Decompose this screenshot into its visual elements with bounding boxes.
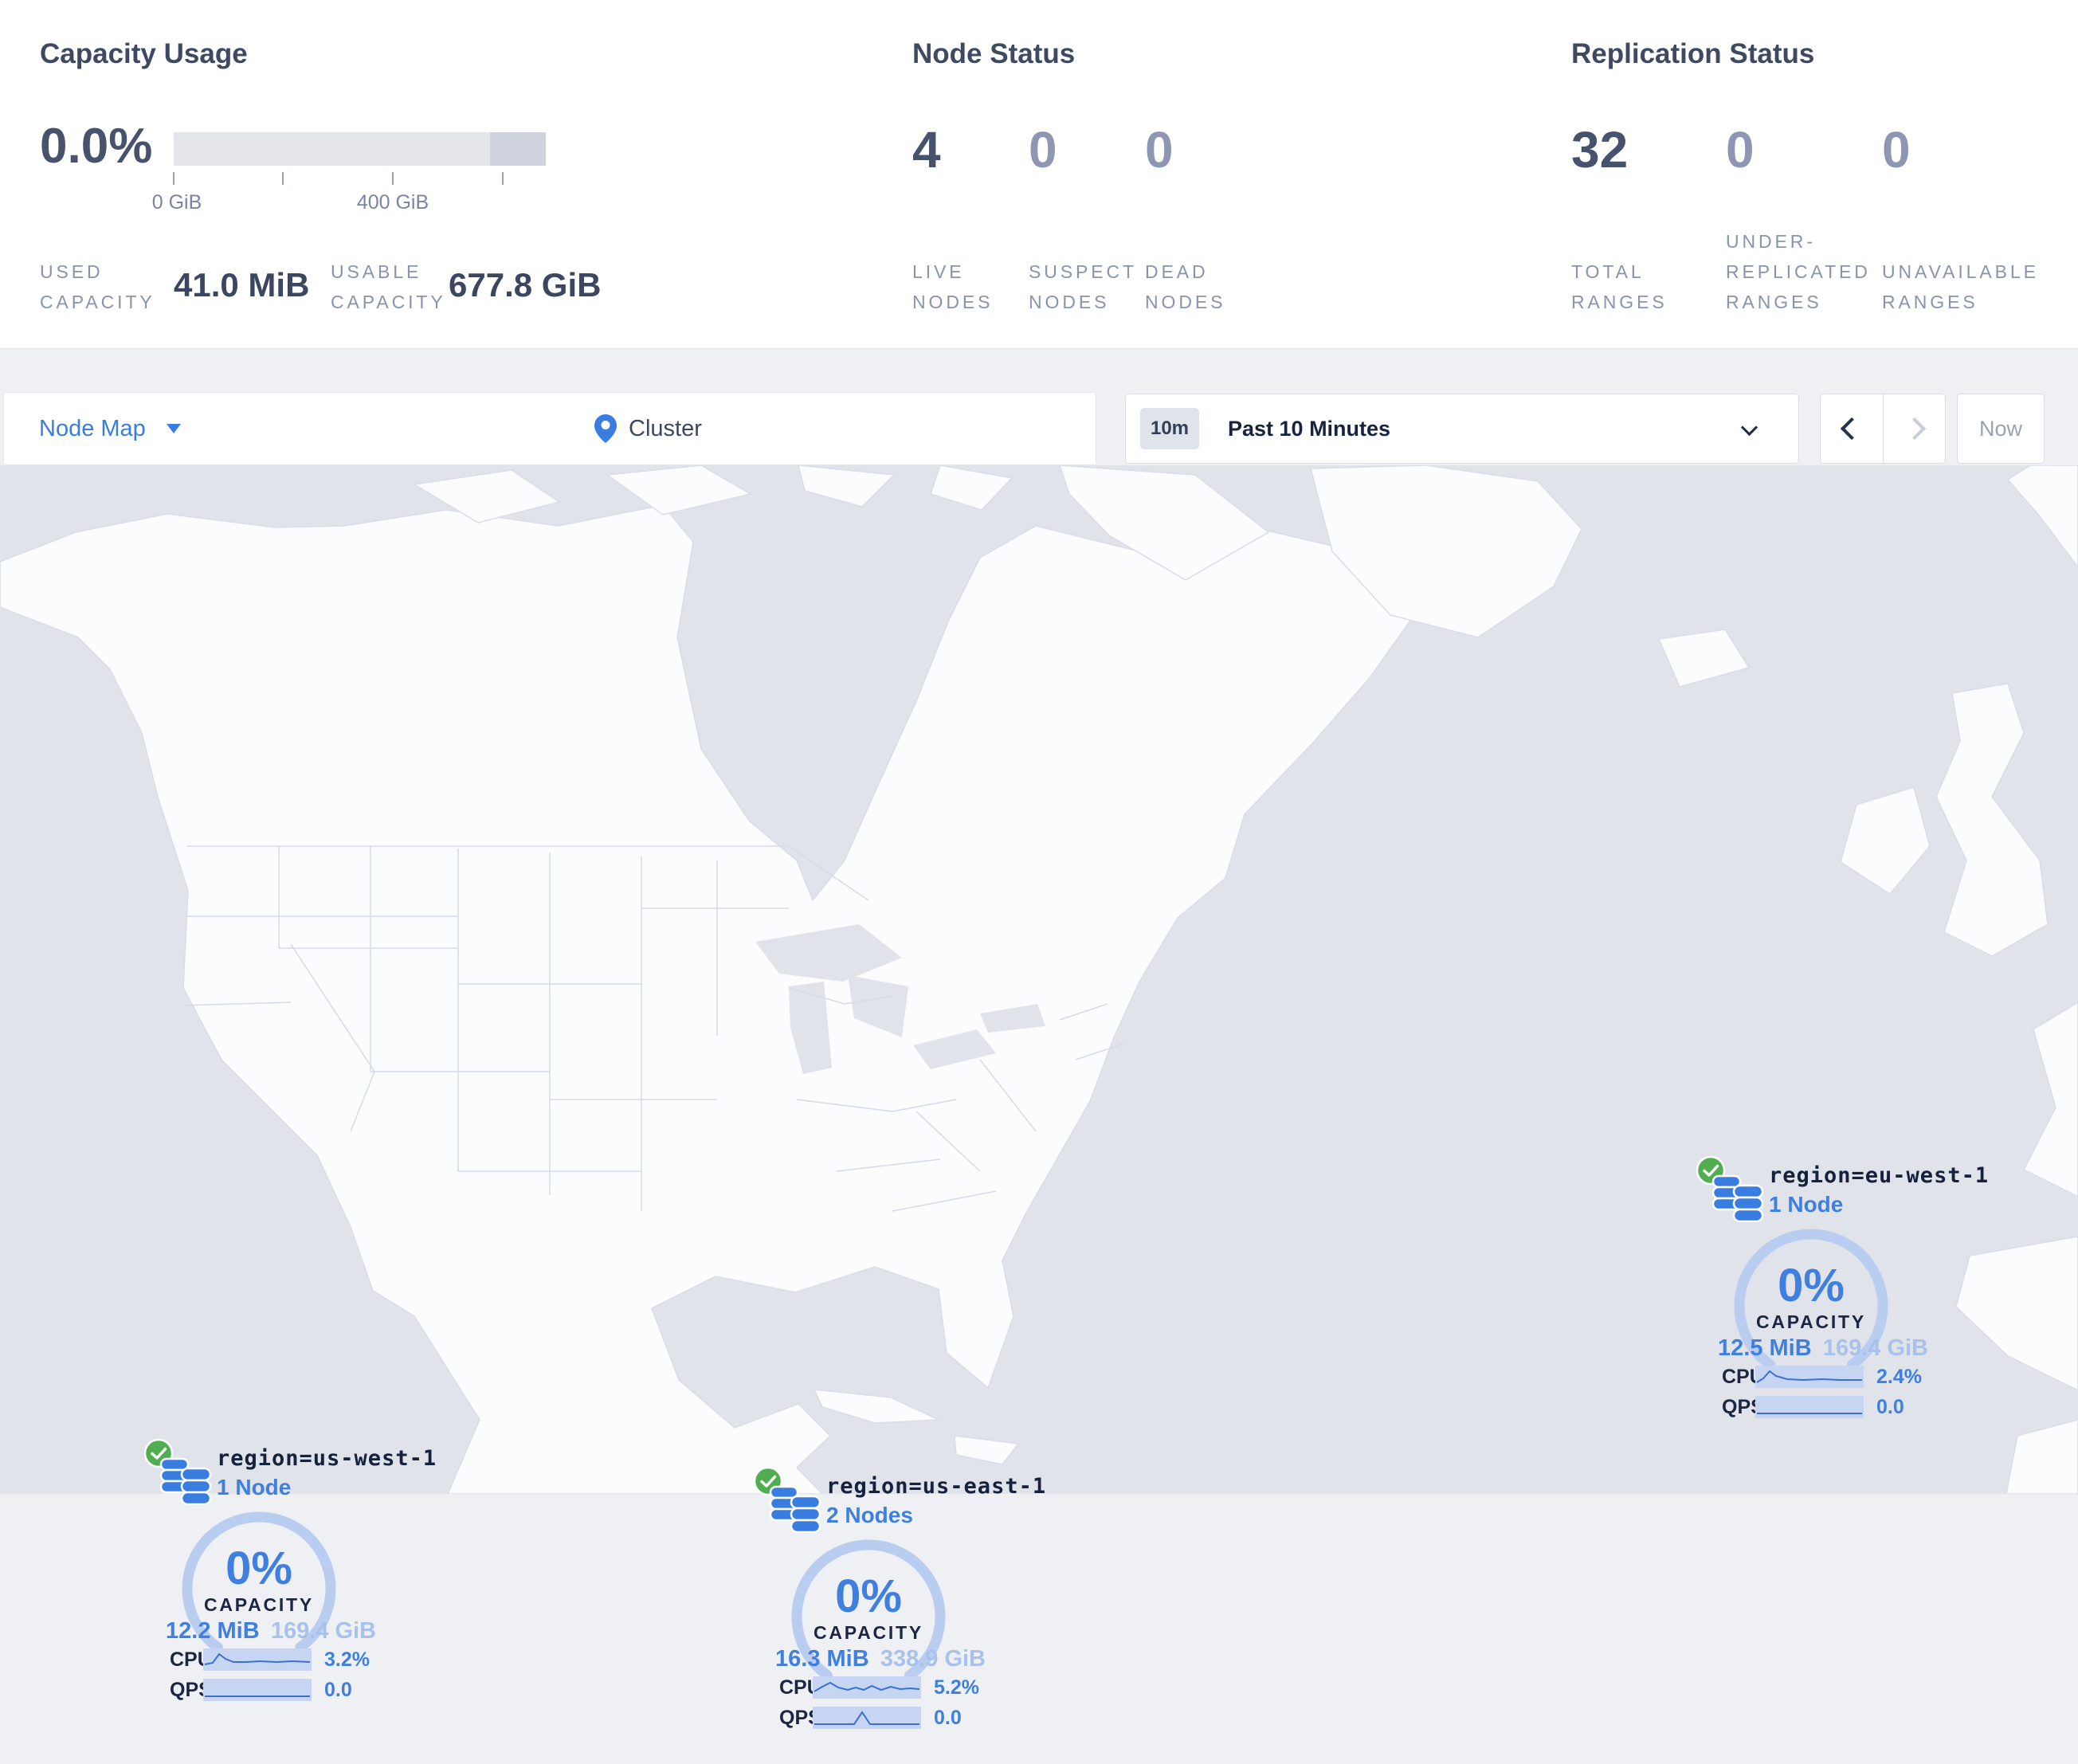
capacity-axis-tick [502, 172, 504, 185]
capacity-axis-tick [392, 172, 394, 185]
region-name: region=us-west-1 [217, 1446, 437, 1471]
qps-value: 0.0 [324, 1679, 352, 1701]
region-capacity-percent: 0% [835, 1570, 902, 1622]
region-used-capacity: 12.5 MiB [1718, 1335, 1812, 1361]
qps-value: 0.0 [934, 1707, 962, 1729]
breadcrumb[interactable]: Cluster [594, 393, 702, 465]
cluster-summary-panel: Capacity Usage 0.0% 0 GiB 400 GiB USED C… [0, 0, 2078, 349]
qps-sparkline [813, 1707, 921, 1729]
qps-value: 0.0 [1876, 1396, 1904, 1418]
world-map [0, 465, 2078, 1494]
time-window-selector[interactable]: 10m Past 10 Minutes [1125, 394, 1799, 464]
region-total-capacity: 169.4 GiB [270, 1618, 376, 1644]
dead-nodes-count: 0 [1145, 121, 1174, 178]
total-ranges-count: 32 [1571, 121, 1629, 178]
view-selector-label: Node Map [39, 415, 146, 441]
region-node-count-link[interactable]: 1 Node [217, 1475, 292, 1499]
now-button[interactable]: Now [1957, 394, 2045, 464]
region-capacity-label: CAPACITY [814, 1622, 923, 1643]
database-icon [159, 1457, 212, 1505]
dropdown-triangle-icon [166, 424, 181, 433]
usable-capacity-label: USABLE CAPACITY [331, 261, 446, 312]
region-total-capacity: 169.4 GiB [1822, 1335, 1928, 1361]
cpu-sparkline [813, 1676, 921, 1699]
region-marker-us-west-1[interactable]: region=us-west-1 1 Node 0% CAPACITY 12.2… [96, 1433, 436, 1736]
time-window-badge: 10m [1140, 408, 1199, 449]
database-icon [769, 1485, 821, 1533]
node-map[interactable]: region=us-west-1 1 Node 0% CAPACITY 12.2… [0, 465, 2078, 1729]
breadcrumb-label: Cluster [629, 415, 702, 441]
region-capacity-percent: 0% [225, 1543, 292, 1594]
live-nodes-count: 4 [912, 121, 941, 178]
live-nodes-label: LIVE NODES [912, 261, 994, 312]
region-node-count-link[interactable]: 1 Node [1769, 1192, 1844, 1217]
chevron-down-icon [1740, 418, 1758, 437]
region-total-capacity: 338.9 GiB [880, 1646, 986, 1672]
region-capacity-percent: 0% [1778, 1260, 1845, 1311]
suspect-nodes-label: SUSPECT NODES [1029, 261, 1138, 312]
chevron-right-icon [1903, 417, 1926, 441]
cpu-value: 2.4% [1876, 1366, 1922, 1388]
database-icon [1711, 1174, 1764, 1222]
under-replicated-ranges-label: UNDER- REPLICATED RANGES [1726, 231, 1871, 312]
time-window-pager [1820, 394, 1946, 464]
region-capacity-label: CAPACITY [1756, 1311, 1866, 1332]
region-name: region=eu-west-1 [1769, 1163, 1990, 1188]
replication-status-title: Replication Status [1571, 38, 1815, 69]
view-selector-dropdown[interactable]: Node Map [39, 393, 181, 465]
chevron-left-icon [1840, 417, 1864, 441]
unavailable-ranges-count: 0 [1882, 121, 1911, 178]
under-replicated-ranges-count: 0 [1726, 121, 1755, 178]
suspect-nodes-count: 0 [1029, 121, 1057, 178]
total-ranges-label: TOTAL RANGES [1571, 261, 1668, 312]
region-marker-eu-west-1[interactable]: region=eu-west-1 1 Node 0% CAPACITY 12.5… [1648, 1151, 1988, 1453]
map-toolbar: Node Map Cluster [3, 392, 1096, 465]
cpu-sparkline [1755, 1366, 1864, 1388]
dead-nodes-label: DEAD NODES [1145, 261, 1226, 312]
qps-sparkline [203, 1679, 312, 1701]
region-used-capacity: 16.3 MiB [775, 1646, 869, 1672]
location-pin-icon [594, 414, 617, 443]
capacity-axis-label-400: 400 GiB [356, 191, 429, 214]
region-capacity-label: CAPACITY [204, 1594, 314, 1615]
used-capacity-label: USED CAPACITY [40, 261, 155, 312]
capacity-axis-label-0: 0 GiB [151, 191, 202, 214]
time-back-button[interactable] [1821, 394, 1883, 463]
capacity-usage-bar-other-segment [490, 132, 546, 166]
used-capacity-value: 41.0 MiB [174, 266, 310, 304]
capacity-usage-title: Capacity Usage [40, 38, 248, 69]
capacity-gauge-arc [1734, 1229, 1888, 1370]
cpu-value: 3.2% [324, 1648, 370, 1671]
capacity-axis-tick [282, 172, 284, 185]
cpu-sparkline [203, 1648, 312, 1671]
region-used-capacity: 12.2 MiB [166, 1618, 260, 1644]
region-node-count-link[interactable]: 2 Nodes [826, 1503, 913, 1527]
usable-capacity-value: 677.8 GiB [449, 266, 602, 304]
capacity-usage-bar [174, 132, 546, 166]
time-forward-button[interactable] [1883, 394, 1945, 463]
node-status-title: Node Status [912, 38, 1076, 69]
time-window-label: Past 10 Minutes [1228, 416, 1391, 441]
region-marker-us-east-1[interactable]: region=us-east-1 2 Nodes 0% CAPACITY 16.… [705, 1461, 1045, 1764]
unavailable-ranges-label: UNAVAILABLE RANGES [1882, 261, 2039, 312]
region-name: region=us-east-1 [826, 1474, 1047, 1499]
cpu-value: 5.2% [934, 1676, 979, 1699]
qps-sparkline [1755, 1396, 1864, 1418]
capacity-axis-tick [173, 172, 174, 185]
capacity-usage-percent: 0.0% [40, 119, 153, 174]
